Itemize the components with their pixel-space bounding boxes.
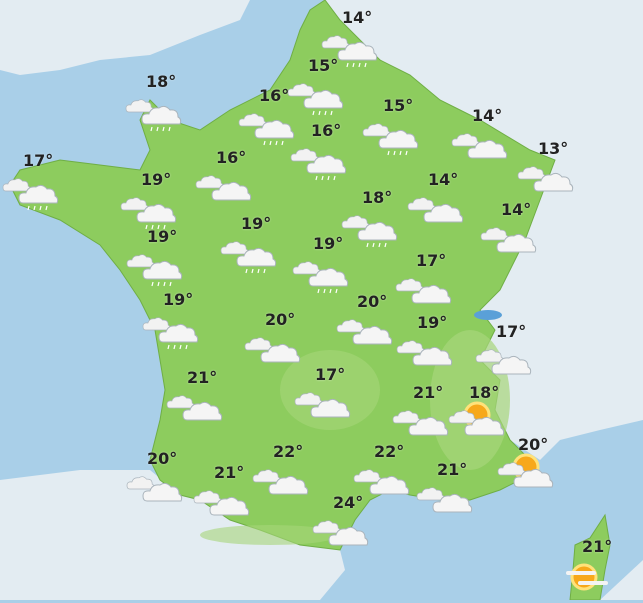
temperature-label: 16° (259, 86, 290, 105)
cloud-rain-icon (229, 104, 295, 146)
temperature-label: 17° (416, 251, 447, 270)
cloud-rain-icon (116, 90, 182, 132)
temperature-label: 19° (313, 234, 344, 253)
temperature-label: 18° (469, 383, 500, 402)
temperature-label: 21° (187, 368, 218, 387)
temperature-label: 20° (357, 292, 388, 311)
cloud-rain-icon (0, 169, 59, 211)
cloud-rain-icon (278, 74, 344, 116)
spain-land (0, 470, 345, 600)
cloud-rain-icon (211, 232, 277, 274)
sun-fog-icon (552, 555, 608, 591)
cloud-icon (186, 166, 252, 202)
cloud-icon (466, 340, 532, 376)
cloud-icon (471, 218, 537, 254)
cloud-rain-icon (332, 206, 398, 248)
temperature-label: 21° (214, 463, 245, 482)
temperature-label: 19° (147, 227, 178, 246)
temperature-label: 15° (308, 56, 339, 75)
temperature-label: 24° (333, 493, 364, 512)
sardinia-land (600, 560, 643, 600)
france-land (9, 0, 556, 551)
cloud-icon (243, 460, 309, 496)
pyrenees-relief (200, 525, 340, 545)
temperature-label: 15° (383, 96, 414, 115)
lake-geneva (474, 310, 502, 320)
temperature-label: 13° (538, 139, 569, 158)
temperature-label: 21° (413, 383, 444, 402)
cloud-icon (508, 157, 574, 193)
cloud-rain-icon (283, 252, 349, 294)
temperature-label: 18° (362, 188, 393, 207)
cloud-icon (387, 331, 453, 367)
sun-cloud-icon (488, 453, 554, 489)
temperature-label: 16° (311, 121, 342, 140)
temperature-label: 14° (501, 200, 532, 219)
temperature-label: 18° (146, 72, 177, 91)
temperature-label: 19° (241, 214, 272, 233)
cloud-icon (344, 460, 410, 496)
cloud-icon (383, 401, 449, 437)
cloud-icon (303, 511, 369, 547)
cloud-rain-icon (111, 188, 177, 230)
temperature-label: 19° (417, 313, 448, 332)
cloud-icon (235, 328, 301, 364)
cloud-icon (398, 188, 464, 224)
cloud-rain-icon (117, 245, 183, 287)
temperature-label: 14° (472, 106, 503, 125)
cloud-icon (285, 383, 351, 419)
cloud-rain-icon (353, 114, 419, 156)
massif-central-relief (280, 350, 380, 430)
temperature-label: 17° (23, 151, 54, 170)
cloud-icon (442, 124, 508, 160)
temperature-label: 20° (147, 449, 178, 468)
temperature-label: 17° (496, 322, 527, 341)
cloud-icon (184, 481, 250, 517)
temperature-label: 22° (374, 442, 405, 461)
uk-land (0, 0, 250, 75)
sun-cloud-icon (439, 401, 505, 437)
neighbor-land-east (290, 0, 643, 460)
cloud-icon (327, 310, 393, 346)
cloud-icon (386, 269, 452, 305)
temperature-label: 22° (273, 442, 304, 461)
cloud-rain-icon (133, 308, 199, 350)
cloud-rain-icon (312, 26, 378, 68)
temperature-label: 20° (518, 435, 549, 454)
temperature-label: 20° (265, 310, 296, 329)
cloud-rain-icon (281, 139, 347, 181)
temperature-label: 21° (437, 460, 468, 479)
temperature-label: 17° (315, 365, 346, 384)
temperature-label: 19° (141, 170, 172, 189)
temperature-label: 21° (582, 537, 613, 556)
cloud-icon (157, 386, 223, 422)
temperature-label: 16° (216, 148, 247, 167)
cloud-icon (117, 467, 183, 503)
cloud-icon (407, 478, 473, 514)
temperature-label: 14° (342, 8, 373, 27)
temperature-label: 19° (163, 290, 194, 309)
temperature-label: 14° (428, 170, 459, 189)
